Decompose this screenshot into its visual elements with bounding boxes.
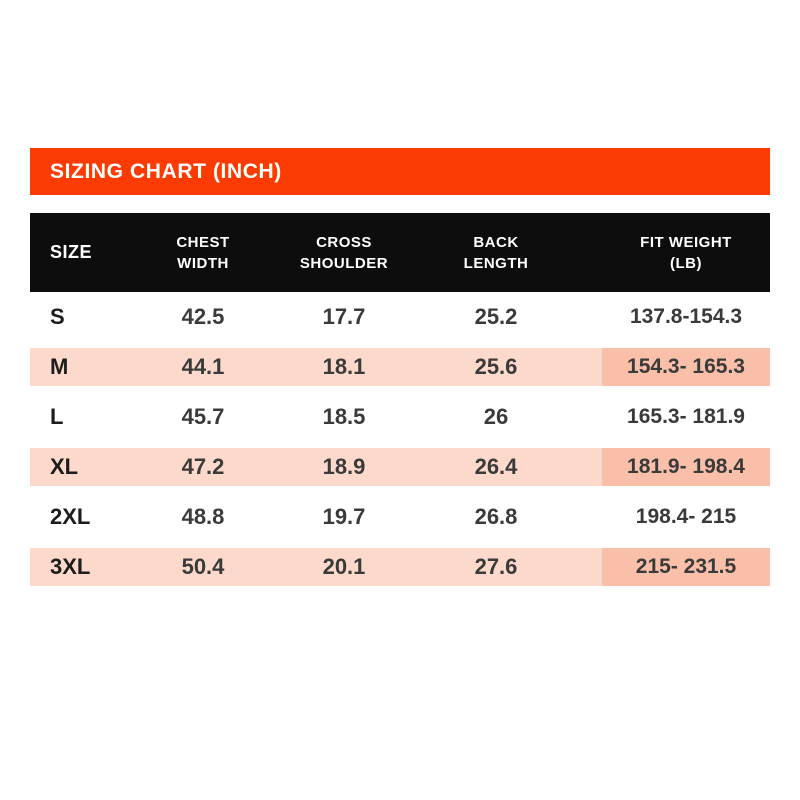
chest-width-cell: 45.7 xyxy=(181,404,225,429)
back-length-cell: 25.2 xyxy=(474,304,518,329)
column-header-fit-weight: FIT WEIGHT (LB) xyxy=(602,213,770,292)
column-header-label: FIT WEIGHT xyxy=(640,233,732,251)
table-row-s: S 42.5 17.7 25.2 137.8-154.3 xyxy=(30,292,770,342)
row-spacer xyxy=(570,492,602,542)
size-cell: 3XL xyxy=(50,554,91,579)
column-header-label: SIZE xyxy=(50,242,93,262)
cross-shoulder-cell: 20.1 xyxy=(322,554,366,579)
column-header-chest-width: CHEST WIDTH xyxy=(140,213,266,292)
sizing-chart-page: SIZING CHART (INCH) SIZE CHEST WIDTH CRO… xyxy=(30,148,770,592)
table-row-m: M 44.1 18.1 25.6 154.3- 165.3 xyxy=(30,342,770,392)
chest-width-cell: 44.1 xyxy=(181,354,225,379)
size-cell: S xyxy=(50,304,65,329)
cross-shoulder-cell: 19.7 xyxy=(322,504,366,529)
table-row-2xl: 2XL 48.8 19.7 26.8 198.4- 215 xyxy=(30,492,770,542)
column-header-label: BACK xyxy=(473,233,519,251)
column-header-cross-shoulder: CROSS SHOULDER xyxy=(266,213,422,292)
row-spacer xyxy=(570,448,602,486)
column-header-label: CROSS xyxy=(316,233,372,251)
chest-width-cell: 42.5 xyxy=(181,304,225,329)
column-header-label: SHOULDER xyxy=(299,254,389,272)
row-spacer xyxy=(570,348,602,386)
chest-width-cell: 47.2 xyxy=(181,454,225,479)
fit-weight-cell: 198.4- 215 xyxy=(635,505,737,528)
column-header-back-length: BACK LENGTH xyxy=(422,213,570,292)
column-header-label: LENGTH xyxy=(463,254,529,272)
fit-weight-cell: 181.9- 198.4 xyxy=(602,448,770,486)
fit-weight-cell: 137.8-154.3 xyxy=(629,305,743,328)
back-length-cell: 26.4 xyxy=(474,454,518,479)
page-title: SIZING CHART (INCH) xyxy=(50,159,282,183)
fit-weight-cell: 154.3- 165.3 xyxy=(602,348,770,386)
back-length-cell: 27.6 xyxy=(474,554,518,579)
back-length-cell: 26 xyxy=(483,404,509,429)
cross-shoulder-cell: 18.5 xyxy=(322,404,366,429)
table-header-row: SIZE CHEST WIDTH CROSS SHOULDER BACK LEN… xyxy=(30,213,770,292)
back-length-cell: 25.6 xyxy=(474,354,518,379)
table-row-3xl: 3XL 50.4 20.1 27.6 215- 231.5 xyxy=(30,542,770,592)
chest-width-cell: 50.4 xyxy=(181,554,225,579)
column-header-label: CHEST xyxy=(176,233,230,251)
row-spacer xyxy=(570,292,602,342)
sizing-chart-title-bar: SIZING CHART (INCH) xyxy=(30,148,770,195)
chest-width-cell: 48.8 xyxy=(181,504,225,529)
size-cell: 2XL xyxy=(50,504,91,529)
back-length-cell: 26.8 xyxy=(474,504,518,529)
column-header-size: SIZE xyxy=(30,213,140,292)
size-cell: L xyxy=(50,404,64,429)
table-row-l: L 45.7 18.5 26 165.3- 181.9 xyxy=(30,392,770,442)
column-header-label: WIDTH xyxy=(177,254,229,272)
fit-weight-cell: 165.3- 181.9 xyxy=(627,405,745,428)
table-row-xl: XL 47.2 18.9 26.4 181.9- 198.4 xyxy=(30,442,770,492)
row-spacer xyxy=(570,548,602,586)
header-spacer xyxy=(570,213,602,292)
sizing-table: SIZE CHEST WIDTH CROSS SHOULDER BACK LEN… xyxy=(30,213,770,592)
size-cell: XL xyxy=(50,454,79,479)
row-spacer xyxy=(570,392,602,442)
cross-shoulder-cell: 18.9 xyxy=(322,454,366,479)
column-header-label: (LB) xyxy=(670,254,702,272)
cross-shoulder-cell: 17.7 xyxy=(322,304,366,329)
size-cell: M xyxy=(50,354,69,379)
cross-shoulder-cell: 18.1 xyxy=(322,354,366,379)
fit-weight-cell: 215- 231.5 xyxy=(602,548,770,586)
